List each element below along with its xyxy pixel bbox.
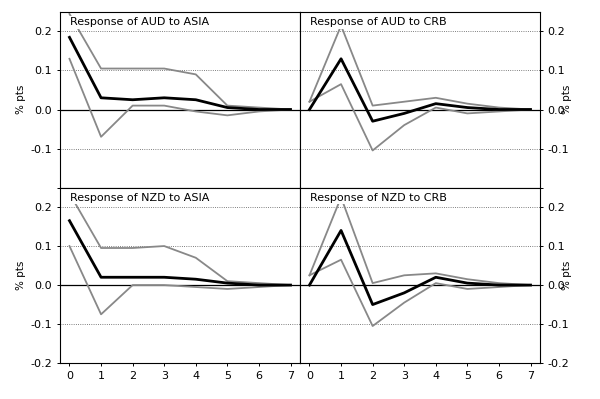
Text: Response of AUD to CRB: Response of AUD to CRB [310, 17, 446, 27]
Text: % pts: % pts [16, 85, 26, 115]
Text: % pts: % pts [562, 261, 572, 290]
Text: % pts: % pts [16, 261, 26, 290]
Text: % pts: % pts [562, 85, 572, 115]
Text: Response of NZD to CRB: Response of NZD to CRB [310, 193, 446, 203]
Text: Response of AUD to ASIA: Response of AUD to ASIA [70, 17, 209, 27]
Text: Response of NZD to ASIA: Response of NZD to ASIA [70, 193, 209, 203]
